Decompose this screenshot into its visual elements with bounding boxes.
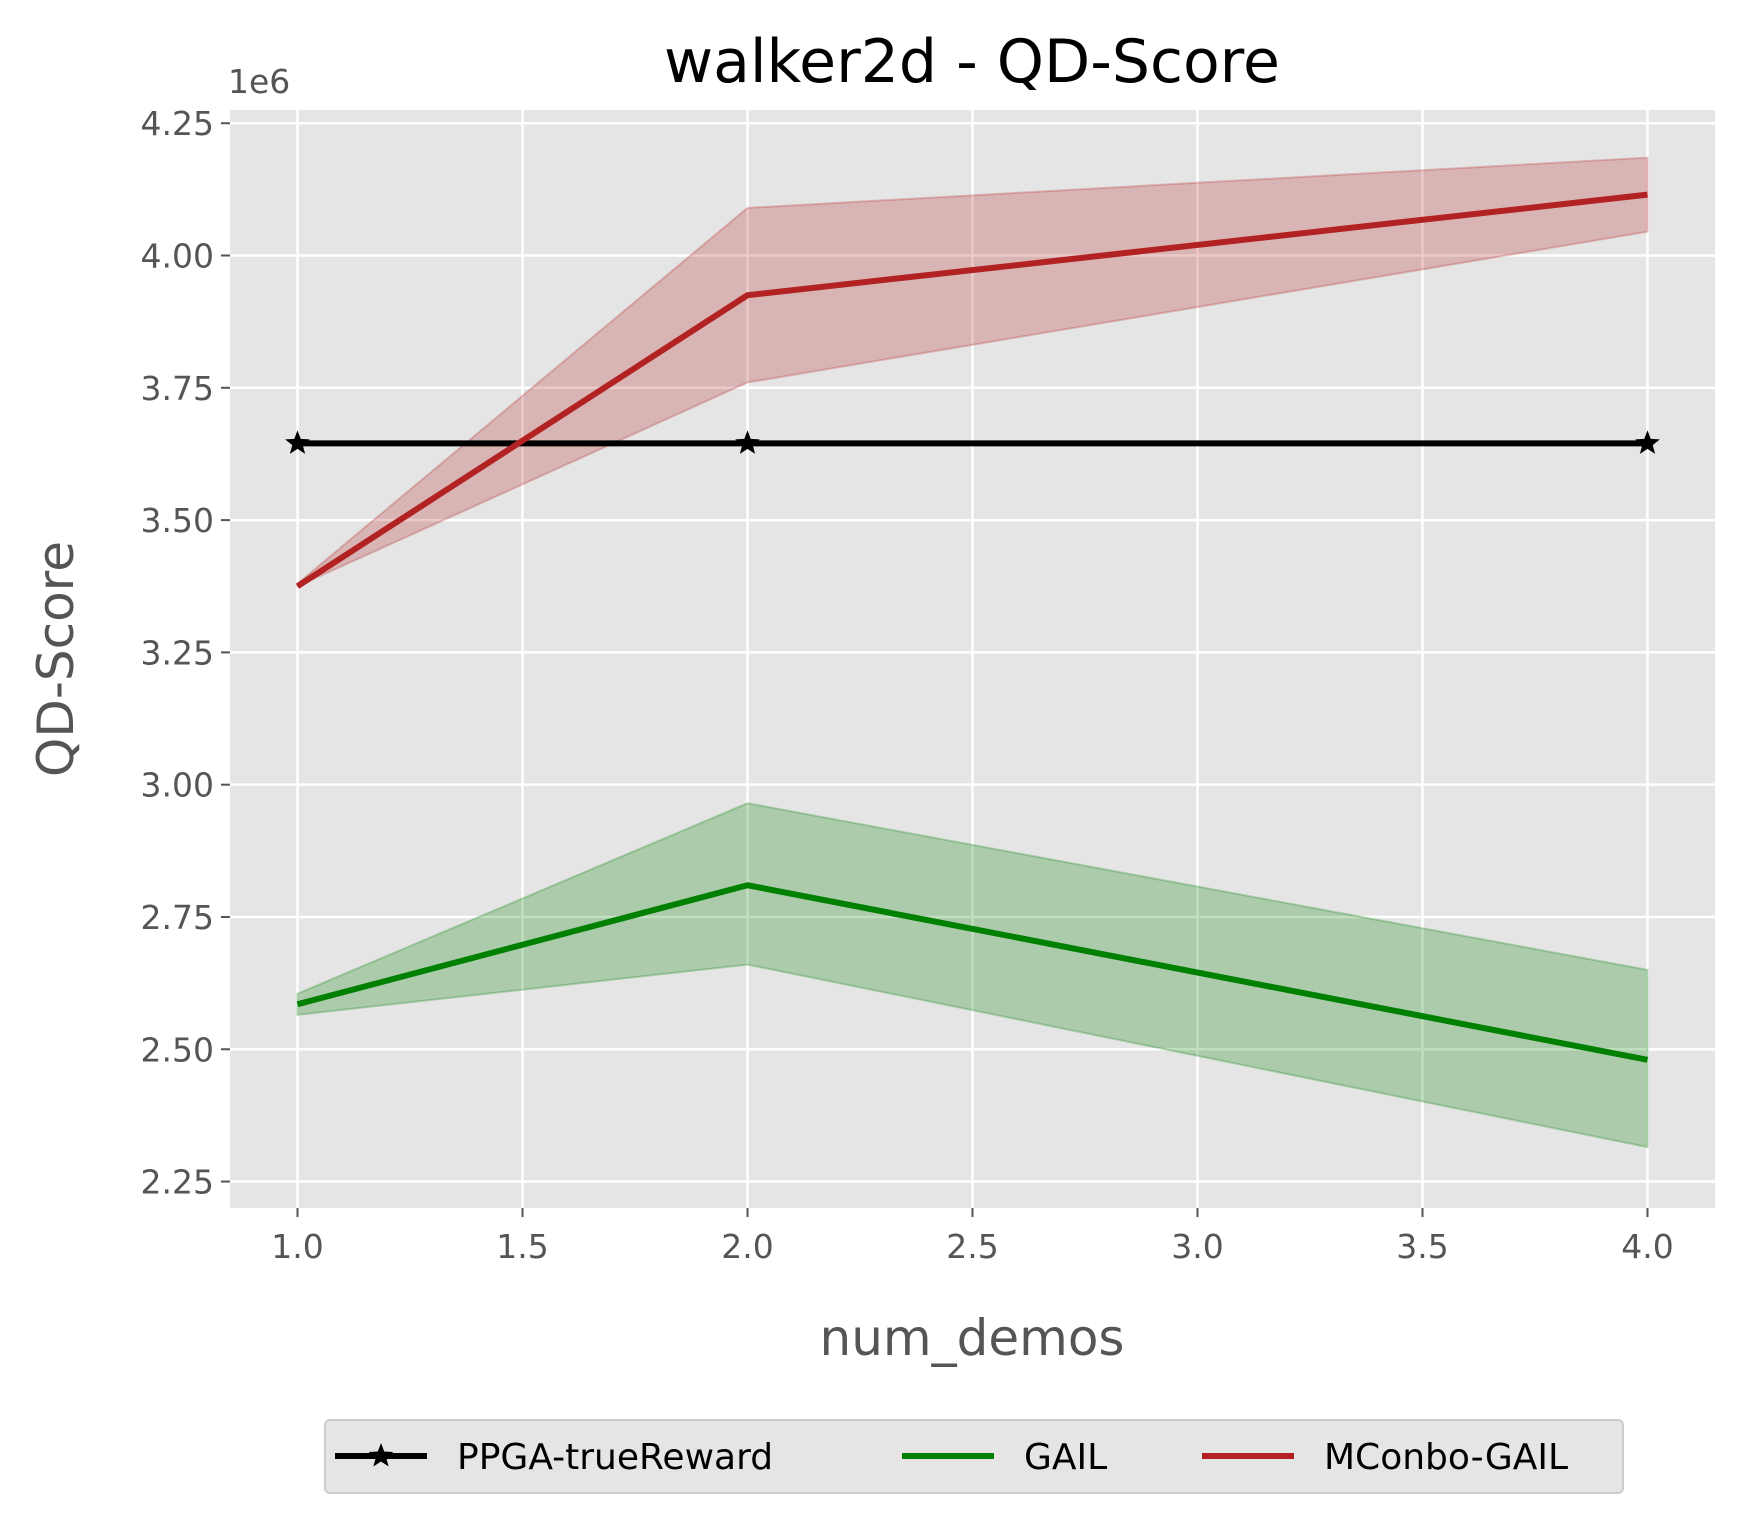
y-tick-label: 3.25: [141, 633, 214, 672]
line-gail: [296, 882, 1649, 1063]
line-mconbo-gail: [295, 191, 1648, 589]
y-tick-label: 4.25: [141, 104, 214, 143]
legend-label: GAIL: [1024, 1437, 1107, 1478]
chart-title: walker2d - QD-Score: [664, 27, 1280, 97]
y-tick-label: 2.25: [141, 1163, 214, 1202]
marker-ppga-truereward: [735, 430, 760, 454]
y-tick-label: 3.00: [141, 766, 214, 805]
legend-item: PPGA-trueReward: [335, 1437, 773, 1478]
legend-label: PPGA-trueReward: [457, 1437, 773, 1478]
legend-label: MConbo-GAIL: [1324, 1437, 1568, 1478]
legend-star-marker: [368, 1443, 394, 1467]
y-axis-label: QD-Score: [27, 541, 85, 777]
x-tick-label: 1.5: [496, 1227, 548, 1266]
x-axis-ticks: 1.0 1.5 2.0 2.5 3.0 3.5 4.0: [271, 1208, 1674, 1266]
y-tick-label: 4.00: [141, 237, 214, 276]
y-axis-offset-label: 1e6: [228, 62, 290, 101]
y-tick-label: 3.50: [141, 501, 214, 540]
series-markers: [285, 430, 1660, 454]
y-tick-label: 2.75: [141, 898, 214, 937]
confidence-bands: [296, 156, 1649, 1149]
x-tick-label: 3.5: [1396, 1227, 1448, 1266]
y-tick-label: 2.50: [141, 1030, 214, 1069]
x-axis-label: num_demos: [820, 1309, 1125, 1367]
x-tick-label: 3.0: [1171, 1227, 1223, 1266]
legend: PPGA-trueReward GAIL MConbo-GAIL: [324, 1419, 1624, 1494]
legend-item: MConbo-GAIL: [1202, 1437, 1568, 1478]
legend-item: GAIL: [902, 1437, 1107, 1478]
x-tick-label: 1.0: [271, 1227, 323, 1266]
marker-ppga-truereward: [285, 430, 310, 454]
x-tick-label: 2.5: [946, 1227, 998, 1266]
x-tick-label: 4.0: [1621, 1227, 1673, 1266]
band-gail: [296, 802, 1649, 1149]
x-tick-label: 2.0: [721, 1227, 773, 1266]
y-axis-ticks: 2.25 2.50 2.75 3.00 3.25 3.50 3.75 4.00 4.25: [141, 104, 230, 1202]
y-tick-label: 3.75: [141, 369, 214, 408]
marker-ppga-truereward: [1635, 430, 1660, 454]
